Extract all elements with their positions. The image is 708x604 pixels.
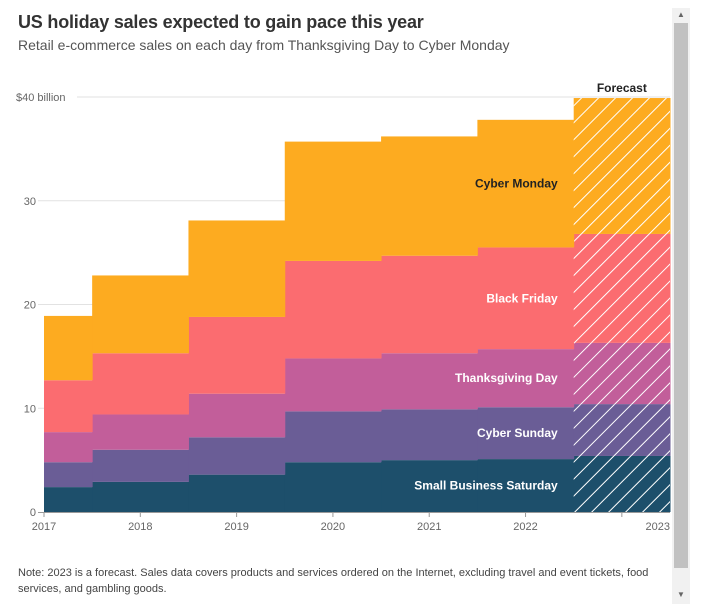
x-tick-label: 2019 (224, 521, 248, 533)
x-tick-label: 2022 (513, 521, 537, 533)
chart-title: US holiday sales expected to gain pace t… (18, 12, 424, 32)
forecast-hatch (573, 98, 670, 234)
x-tick-label: 2020 (321, 521, 345, 533)
area-segment (284, 411, 382, 463)
area-segment (477, 247, 575, 350)
series-label: Black Friday (486, 291, 558, 305)
area-segment (44, 432, 93, 463)
y-tick-label: 20 (24, 300, 36, 312)
area-segment (188, 437, 286, 475)
y-tick-label: 10 (24, 403, 36, 415)
series-label: Cyber Monday (475, 177, 558, 191)
area-segment (92, 414, 189, 450)
x-tick-label: 2018 (128, 521, 152, 533)
scroll-down-icon[interactable]: ▼ (677, 590, 685, 599)
area-segment (381, 136, 478, 256)
area-segment (92, 481, 189, 512)
area-segment (477, 407, 575, 460)
area-segment (284, 358, 382, 412)
area-segment (44, 380, 93, 433)
forecast-hatch (573, 233, 670, 343)
series-label: Thanksgiving Day (455, 371, 558, 385)
scrollbar-thumb[interactable] (674, 23, 688, 568)
y-tick-label: 0 (30, 507, 36, 519)
forecast-label: Forecast (597, 81, 647, 95)
vertical-scrollbar[interactable]: ▲ ▼ (672, 8, 690, 604)
area-segment (381, 353, 478, 410)
area-segment (477, 459, 575, 512)
forecast-hatch (573, 455, 670, 512)
x-tick-label: 2017 (32, 521, 56, 533)
area-segment (477, 119, 575, 248)
series-label: Cyber Sunday (477, 426, 558, 440)
area-segment (188, 474, 286, 512)
stacked-step-area-chart: Small Business Saturday Cyber Sunday Thank… (16, 81, 671, 533)
area-segment (381, 409, 478, 461)
series-label: Small Business Saturday (414, 479, 558, 493)
chart-note: Note: 2023 is a forecast. Sales data cov… (18, 567, 649, 595)
area-segment (188, 220, 286, 317)
area-segment (381, 255, 478, 354)
forecast-hatch (573, 404, 670, 456)
x-tick-label: 2021 (417, 521, 441, 533)
x-tick-label: 2023 (646, 521, 670, 533)
area-segment (92, 275, 189, 354)
area-segment (284, 462, 382, 512)
area-segment (92, 353, 189, 415)
y-tick-label: $40 billion (16, 92, 66, 104)
area-segment (188, 316, 286, 394)
area-segment (44, 487, 93, 512)
scroll-up-icon[interactable]: ▲ (677, 10, 685, 19)
area-segment (44, 315, 93, 381)
area-segment (477, 349, 575, 408)
area-segment (188, 393, 286, 438)
area-segment (44, 462, 93, 488)
chart-subtitle: Retail e-commerce sales on each day from… (18, 37, 510, 53)
area-segment (284, 141, 382, 261)
forecast-hatch (573, 342, 670, 405)
area-segment (284, 260, 382, 359)
area-segment (92, 449, 189, 482)
area-segment (381, 460, 478, 512)
y-tick-label: 30 (24, 196, 36, 208)
